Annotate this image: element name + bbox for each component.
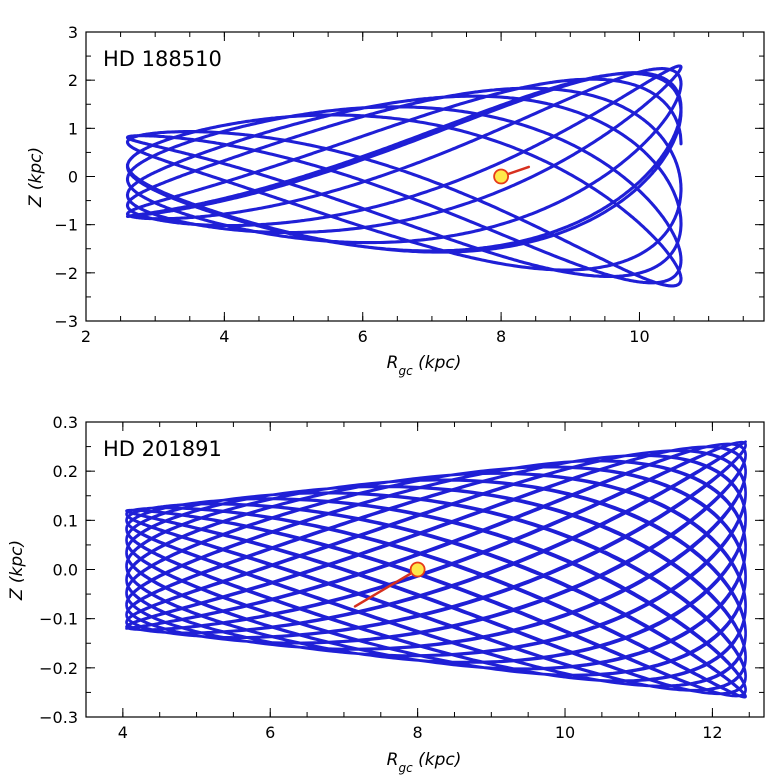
y-tick-label: −1 — [54, 216, 78, 235]
plot-area — [125, 440, 747, 699]
x-tick-label: 12 — [702, 723, 722, 742]
panel-hd-188510: 2 4 6 8 10 −3 −2 −1 0 1 2 3 HD 188510 Rgc (kpc) Z (… — [26, 23, 765, 378]
plot-frame — [85, 31, 765, 322]
y-tick-label: 0.3 — [53, 413, 78, 432]
x-tick-label: 4 — [118, 723, 128, 742]
y-tick-label: −2 — [54, 264, 78, 283]
x-tick-label: 8 — [496, 327, 506, 346]
orbit-line — [125, 64, 683, 288]
panel-label: HD 188510 — [103, 47, 222, 71]
y-axis-label: Z (kpc) — [26, 147, 46, 208]
y-tick-label: 0.0 — [53, 561, 78, 580]
x-tick-label: 10 — [555, 723, 575, 742]
y-tick-label: 0 — [68, 168, 78, 187]
y-tick-label: −0.2 — [39, 659, 78, 678]
plot-area — [125, 64, 683, 288]
current-position-marker — [493, 168, 510, 185]
y-tick-label: 0.1 — [53, 511, 78, 530]
y-tick-label: 3 — [68, 23, 78, 42]
y-tick-label: 1 — [68, 119, 78, 138]
x-tick-label: 2 — [81, 327, 91, 346]
y-tick-label: −3 — [54, 312, 78, 331]
y-tick-label: −0.3 — [39, 708, 78, 727]
orbit-line — [125, 440, 747, 699]
x-tick-label: 6 — [358, 327, 368, 346]
x-tick-label: 6 — [265, 723, 275, 742]
y-axis-label: Z (kpc) — [7, 540, 27, 601]
y-tick-label: 2 — [68, 71, 78, 90]
panel-label: HD 201891 — [103, 437, 222, 461]
y-tick-label: −0.1 — [39, 610, 78, 629]
x-tick-label: 10 — [629, 327, 649, 346]
recent-track-line — [353, 568, 419, 608]
x-tick-label: 4 — [219, 327, 229, 346]
current-position-marker — [409, 561, 426, 578]
x-tick-label: 8 — [413, 723, 423, 742]
x-axis-label: Rgc (kpc) — [387, 750, 462, 775]
x-axis-label: Rgc (kpc) — [387, 353, 462, 378]
axis-ticks: 4 6 8 10 12 −0.3 −0.2 −0.1 0.0 0.1 0.2 0.3 — [39, 413, 764, 742]
y-tick-label: 0.2 — [53, 462, 78, 481]
panel-hd-201891: 4 6 8 10 12 −0.3 −0.2 −0.1 0.0 0.1 0.2 0.3 HD 20189… — [7, 413, 765, 775]
axis-ticks: 2 4 6 8 10 −3 −2 −1 0 1 2 3 — [54, 23, 764, 346]
